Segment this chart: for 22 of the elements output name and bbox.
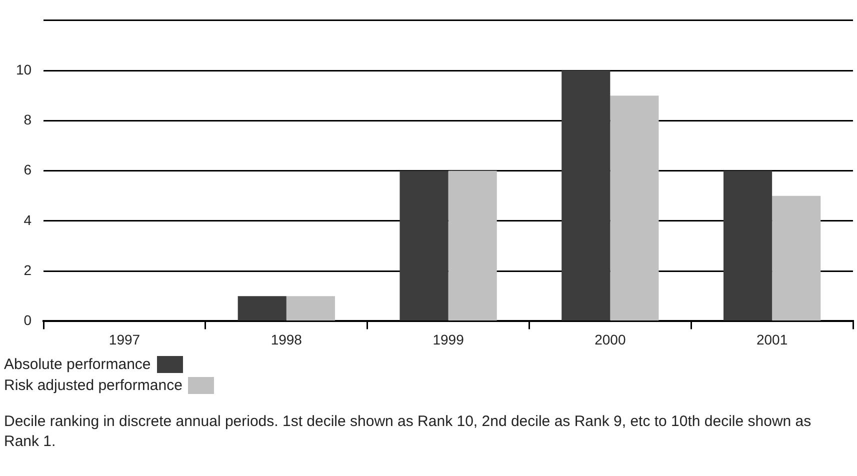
- bar: [723, 170, 772, 320]
- y-tick-label: 8: [24, 112, 32, 128]
- bar: [448, 170, 497, 320]
- bar: [238, 296, 286, 320]
- bar: [610, 96, 659, 320]
- legend-label: Risk adjusted performance: [4, 377, 182, 394]
- bar: [286, 296, 335, 320]
- bar: [772, 196, 821, 320]
- x-tick-label: 1998: [270, 331, 302, 348]
- x-tick-label: 2001: [756, 331, 788, 348]
- x-tick-label: 2000: [594, 331, 626, 348]
- bar: [562, 70, 610, 320]
- legend-label: Absolute performance: [4, 356, 151, 373]
- x-tick-label: 1999: [432, 331, 464, 348]
- y-tick-label: 10: [16, 61, 32, 78]
- bar: [400, 170, 448, 320]
- text: Decile ranking in discrete annual periods. 1st decile shown as Rank 10, 2nd decile as Rank 9, etc to 10th decile shown as Rank 1.: [3, 412, 812, 452]
- y-tick-label: 2: [24, 262, 32, 278]
- y-tick-label: 6: [24, 162, 32, 178]
- y-tick-label: 0: [24, 312, 32, 328]
- x-tick-label: 1997: [108, 331, 140, 348]
- y-tick-label: 4: [24, 212, 32, 228]
